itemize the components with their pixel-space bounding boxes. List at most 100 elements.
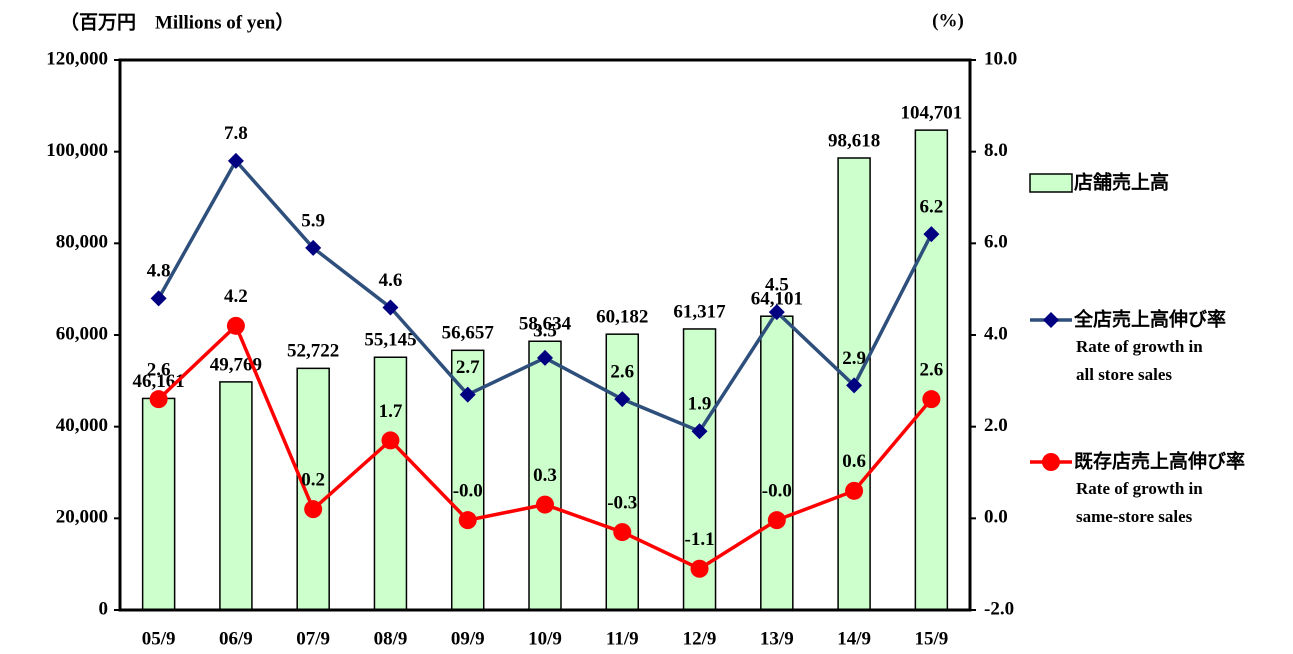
line-value-label: 2.9 bbox=[842, 348, 866, 369]
marker bbox=[304, 500, 323, 519]
x-tick-label: 15/9 bbox=[914, 628, 948, 649]
marker bbox=[537, 349, 553, 366]
x-tick-label: 11/9 bbox=[606, 628, 639, 649]
y-tick-label: 40,000 bbox=[56, 415, 108, 436]
line-value-label: 6.2 bbox=[919, 197, 943, 218]
y2-tick-label: 4.0 bbox=[984, 323, 1008, 344]
y-tick-label: 120,000 bbox=[46, 48, 108, 69]
legend-label-en: Rate of growth in all store sales bbox=[1076, 337, 1203, 384]
y-tick-label: 20,000 bbox=[56, 507, 108, 528]
line-value-label: 7.8 bbox=[224, 123, 248, 144]
bar-value-label: 64,101 bbox=[751, 289, 803, 310]
marker bbox=[922, 390, 941, 409]
y-tick-label: 100,000 bbox=[46, 140, 108, 161]
line-value-label: -0.3 bbox=[607, 492, 637, 513]
y-tick-label: 60,000 bbox=[56, 323, 108, 344]
x-tick-label: 07/9 bbox=[296, 628, 330, 649]
x-tick-label: 13/9 bbox=[760, 628, 794, 649]
bar bbox=[219, 381, 253, 611]
legend-marker bbox=[1042, 453, 1060, 471]
y2-tick-label: 8.0 bbox=[984, 140, 1008, 161]
legend-label: 全店売上高伸び率 bbox=[1073, 308, 1226, 331]
line-value-label: 0.6 bbox=[842, 451, 866, 472]
plot-border bbox=[118, 58, 972, 612]
line-value-label: 1.9 bbox=[688, 394, 712, 415]
y2-tick-label: 2.0 bbox=[984, 415, 1008, 436]
line-value-label: 2.6 bbox=[610, 362, 634, 383]
legend-swatch bbox=[1029, 173, 1073, 193]
line-value-label: 4.8 bbox=[147, 261, 171, 282]
y2-tick-label: -2.0 bbox=[984, 598, 1014, 619]
line-value-label: 2.7 bbox=[456, 357, 480, 378]
marker bbox=[536, 495, 554, 514]
legend-marker bbox=[1043, 312, 1059, 328]
legend-label-en-line: Rate of growth in bbox=[1076, 479, 1203, 498]
x-tick-label: 09/9 bbox=[451, 628, 485, 649]
x-tick-label: 10/9 bbox=[528, 628, 562, 649]
line-value-label: -1.1 bbox=[685, 529, 715, 550]
x-tick-label: 12/9 bbox=[683, 628, 717, 649]
y2-tick-label: 0.0 bbox=[984, 507, 1008, 528]
x-tick-label: 06/9 bbox=[219, 628, 253, 649]
line-value-label: 2.6 bbox=[147, 360, 171, 381]
line-value-label: 2.6 bbox=[919, 360, 943, 381]
bar bbox=[914, 129, 949, 611]
marker bbox=[690, 559, 709, 578]
line-value-label: -0.0 bbox=[762, 481, 792, 502]
marker bbox=[767, 511, 786, 530]
bar-value-label: 61,317 bbox=[673, 301, 726, 322]
y-tick-label: 0 bbox=[99, 598, 109, 619]
marker bbox=[149, 390, 168, 409]
bar-value-label: 98,618 bbox=[828, 130, 880, 151]
bar-value-label: 60,182 bbox=[596, 307, 648, 328]
bar-value-label: 104,701 bbox=[900, 102, 962, 123]
x-tick-label: 05/9 bbox=[142, 628, 176, 649]
legend-label: 店舗売上高 bbox=[1074, 171, 1169, 194]
marker bbox=[613, 523, 632, 542]
marker bbox=[691, 423, 708, 440]
line-value-label: 0.2 bbox=[301, 470, 325, 491]
y2-tick-label: 6.0 bbox=[984, 232, 1008, 253]
marker bbox=[226, 316, 245, 335]
marker bbox=[846, 377, 863, 394]
marker bbox=[923, 226, 940, 243]
line-value-label: 4.2 bbox=[224, 286, 248, 307]
marker bbox=[150, 290, 167, 307]
line-value-label: 0.3 bbox=[533, 465, 557, 486]
line-value-label: -0.0 bbox=[453, 481, 483, 502]
legend-label-en-line: same-store sales bbox=[1076, 507, 1193, 526]
bar-value-label: 52,722 bbox=[287, 341, 339, 362]
legend-label-en-line: all store sales bbox=[1076, 365, 1172, 384]
y2-axis-label: (%) bbox=[932, 10, 964, 31]
x-tick-label: 08/9 bbox=[374, 628, 408, 649]
line-value-label: 4.6 bbox=[379, 270, 403, 291]
bar bbox=[605, 333, 640, 611]
bar bbox=[760, 315, 794, 611]
y2-tick-label: 10.0 bbox=[984, 48, 1017, 69]
marker bbox=[614, 391, 631, 408]
legend-label: 既存店売上高伸び率 bbox=[1074, 450, 1245, 473]
marker bbox=[227, 152, 244, 169]
marker bbox=[458, 511, 477, 530]
marker bbox=[768, 304, 785, 321]
marker bbox=[382, 299, 399, 316]
line-value-label: 3.5 bbox=[533, 320, 557, 341]
line-value-label: 5.9 bbox=[301, 210, 325, 231]
bar-value-label: 58,634 bbox=[519, 314, 572, 335]
marker bbox=[305, 239, 322, 256]
bar-value-label: 55,145 bbox=[364, 330, 416, 351]
line-value-label: 4.5 bbox=[765, 274, 789, 295]
marker bbox=[459, 386, 476, 403]
y-tick-label: 80,000 bbox=[56, 232, 108, 253]
x-tick-label: 14/9 bbox=[837, 628, 871, 649]
legend-label-en-line: Rate of growth in bbox=[1076, 337, 1203, 356]
marker bbox=[845, 481, 864, 500]
bar bbox=[141, 397, 176, 611]
marker bbox=[381, 431, 400, 450]
legend-label-en: Rate of growth in same-store sales bbox=[1076, 479, 1203, 526]
line-value-label: 1.7 bbox=[379, 401, 403, 422]
y-axis-label: （百万円 Millions of yen） bbox=[60, 10, 294, 33]
bar bbox=[373, 356, 408, 611]
bar-value-label: 56,657 bbox=[442, 323, 495, 344]
